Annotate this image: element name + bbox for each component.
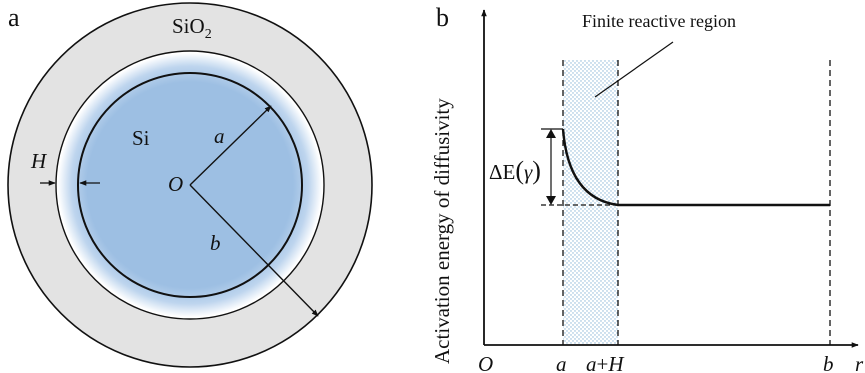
delta-arrow-up [546,129,556,138]
panel-a: a SiO2 Si O a b H [7,2,373,368]
panel-a-letter: a [8,3,20,32]
reactive-region-pointer [594,41,674,98]
delta-arrow-down [546,196,556,205]
x-tick-a: a [556,352,567,373]
activation-energy-curve [561,128,830,207]
radius-b-label: b [210,231,221,255]
radius-a-arrow [189,105,272,186]
x-tick-origin: O [478,352,493,373]
y-axis-title: Activation energy of diffusivity [430,98,454,364]
reactive-region-label: Finite reactive region [582,11,736,31]
oxide-label: SiO2 [172,14,212,42]
panel-b: b Finite reactive region ΔE(γ) Activatio… [430,3,864,373]
thickness-h-label: H [30,149,48,173]
panel-b-letter: b [436,3,449,32]
center-o-label: O [168,172,183,196]
x-axis-end-r: r [855,352,864,373]
delta-e-label: ΔE(γ) [489,156,541,185]
x-tick-b: b [823,352,834,373]
silicon-core-circle [77,72,303,298]
x-tick-a-plus-h: a+H [586,352,625,373]
radius-a-label: a [214,124,225,148]
radius-b-arrow [189,184,319,317]
silicon-label: Si [132,126,150,150]
